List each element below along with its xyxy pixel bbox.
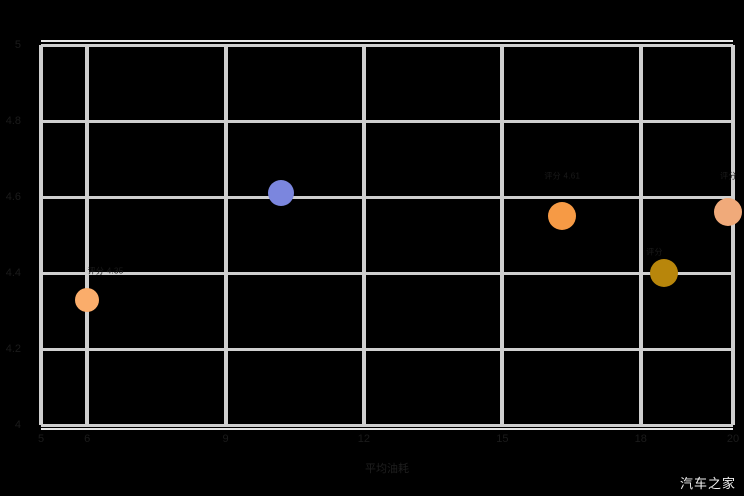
axis-line-top: [41, 40, 733, 42]
gridline-vertical: [223, 45, 228, 425]
y-tick-label: 4.8: [5, 115, 21, 127]
x-tick-label: 12: [357, 433, 371, 445]
x-tick-label: 15: [496, 433, 509, 445]
y-tick-label: 4: [14, 419, 21, 431]
x-tick-label: 6: [84, 433, 91, 445]
watermark: 汽车之家: [679, 477, 736, 492]
x-tick-label: 18: [634, 433, 647, 445]
gridline-horizontal: [41, 271, 733, 275]
data-point[interactable]: [548, 202, 577, 230]
gridline-horizontal: [41, 119, 733, 123]
gridline-vertical: [39, 45, 43, 425]
data-point[interactable]: [75, 287, 100, 312]
data-point[interactable]: [714, 198, 743, 227]
gridline-vertical: [85, 45, 90, 425]
gridline-horizontal: [41, 347, 733, 351]
x-tick-label: 5: [37, 433, 45, 445]
gridline-vertical: [500, 45, 505, 425]
gridline-horizontal: [41, 423, 733, 427]
data-point[interactable]: [267, 180, 294, 207]
gridline-vertical: [361, 45, 366, 425]
data-point-label: 评分: [646, 247, 663, 257]
gridline-horizontal: [41, 195, 733, 199]
x-tick-label: 20: [726, 433, 740, 445]
data-point-label: 评分 4.35: [87, 266, 124, 276]
x-tick-label: 9: [222, 433, 229, 445]
data-point-label: 评分 4.61: [544, 171, 581, 181]
gridline-vertical: [731, 45, 735, 425]
data-point-label: 评分: [720, 171, 737, 181]
gridline-horizontal: [41, 43, 733, 47]
y-tick-label: 4.6: [5, 191, 21, 203]
axis-line-bottom: [41, 428, 733, 430]
y-tick-label: 4.2: [5, 343, 21, 355]
y-tick-label: 4.4: [5, 267, 21, 279]
x-axis-title: 平均油耗: [365, 463, 409, 475]
y-tick-label: 5: [14, 39, 21, 51]
gridline-vertical: [638, 45, 643, 425]
plot-area: 评分 4.61 评分 评分 评分 4.35 5 4.8 4.6 4.4 4.2 4 5 6 9 12 1…: [6, 39, 743, 475]
data-point[interactable]: [649, 259, 678, 287]
